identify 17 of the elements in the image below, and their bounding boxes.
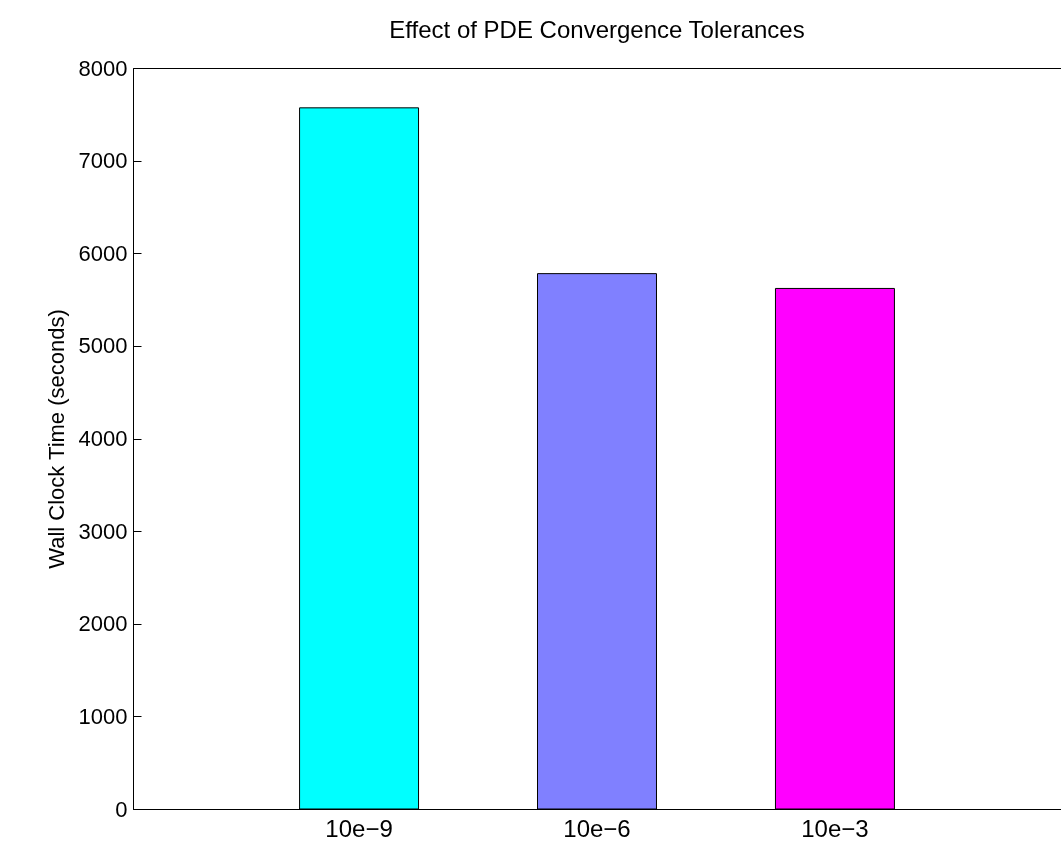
bar [774,287,895,810]
y-tick-label: 8000 [78,55,128,81]
chart-title: Effect of PDE Convergence Tolerances [389,16,805,43]
y-axis-title: Wall Clock Time (seconds) [43,309,69,569]
y-tick-label: 6000 [78,240,128,266]
y-tick-label: 0 [115,796,128,822]
y-tick-label: 7000 [78,148,128,174]
y-tick-label: 3000 [78,518,128,544]
x-tick-label: 10e−9 [325,814,393,842]
bar [299,107,420,810]
y-tick-label: 1000 [78,703,128,729]
y-tick-label: 5000 [78,333,128,359]
x-tick-label: 10e−6 [563,814,631,842]
x-tick-label: 10e−3 [801,814,869,842]
y-tick-label: 4000 [78,426,128,451]
y-tick-label: 2000 [78,611,128,637]
bar [537,273,657,810]
